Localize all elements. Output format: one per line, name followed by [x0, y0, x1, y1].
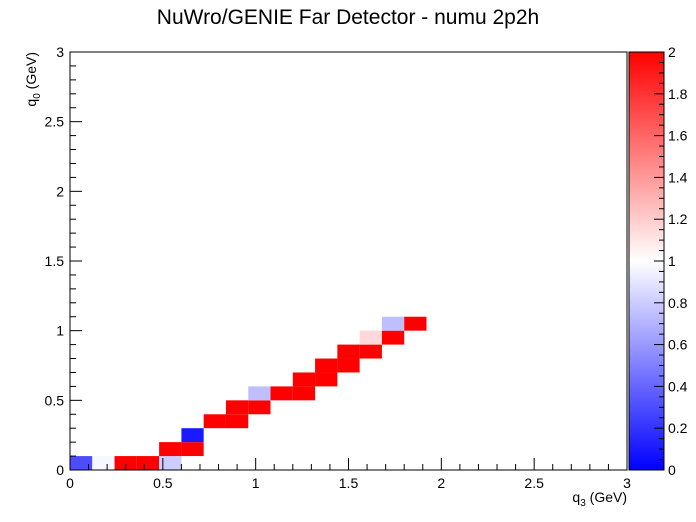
heatmap-cell [159, 456, 182, 470]
colorbar-tick-label: 1 [668, 253, 676, 269]
colorbar-tick-label: 2 [668, 44, 676, 60]
colorbar-tick-label: 1.6 [668, 128, 688, 144]
colorbar-tick-label: 0.8 [668, 295, 688, 311]
heatmap-cell [203, 414, 226, 429]
y-tick-label: 1.5 [45, 253, 65, 269]
heatmap-cell [225, 400, 249, 415]
y-tick-label: 1 [56, 323, 64, 339]
heatmap-cell [70, 456, 93, 470]
heatmap-cell [315, 358, 338, 373]
y-tick-label: 0 [56, 462, 64, 478]
heatmap-cell [381, 316, 405, 331]
colorbar-tick-label: 1.8 [668, 86, 688, 102]
heatmap-cell [292, 386, 316, 401]
heatmap-cell [359, 344, 382, 359]
heatmap-cell [337, 358, 360, 373]
heatmap-cell [225, 414, 249, 429]
x-tick-label: 2 [437, 475, 445, 491]
heatmap-cell [248, 386, 271, 401]
colorbar-tick-label: 1.2 [668, 211, 688, 227]
colorbar-tick-label: 0.4 [668, 378, 688, 394]
heatmap-cell [159, 442, 182, 457]
heatmap-cell [248, 400, 271, 415]
colorbar-tick-label: 0.6 [668, 337, 688, 353]
x-tick-label: 3 [623, 475, 631, 491]
heatmap-cell [404, 316, 427, 331]
colorbar-tick-label: 0.2 [668, 420, 688, 436]
heatmap-cell [136, 456, 160, 470]
heatmap-cell [181, 428, 204, 443]
heatmap-cell [381, 330, 405, 345]
y-axis-title: q0 (GeV) [23, 52, 43, 107]
colorbar-tick-label: 0 [668, 462, 676, 478]
heatmap-cell [114, 456, 137, 470]
x-tick-label: 1.5 [339, 475, 359, 491]
y-tick-label: 0.5 [45, 392, 65, 408]
heatmap-cell [270, 386, 293, 401]
x-tick-label: 0.5 [153, 475, 173, 491]
x-tick-label: 1 [252, 475, 260, 491]
y-tick-label: 2 [56, 183, 64, 199]
heatmap-cell [292, 372, 316, 387]
x-axis-title: q3 (GeV) [572, 489, 627, 509]
y-tick-label: 3 [56, 44, 64, 60]
chart-title: NuWro/GENIE Far Detector - numu 2p2h [156, 6, 540, 29]
heatmap-cell [337, 344, 360, 359]
plot-area [70, 52, 627, 470]
colorbar-tick-label: 1.4 [668, 169, 688, 185]
heatmap-cell [359, 330, 382, 345]
y-tick-label: 2.5 [45, 114, 65, 130]
heatmap-cell [315, 372, 338, 387]
heatmap-cell [92, 456, 115, 470]
x-tick-label: 0 [66, 475, 74, 491]
heatmap-cell [181, 442, 204, 457]
x-tick-label: 2.5 [524, 475, 544, 491]
